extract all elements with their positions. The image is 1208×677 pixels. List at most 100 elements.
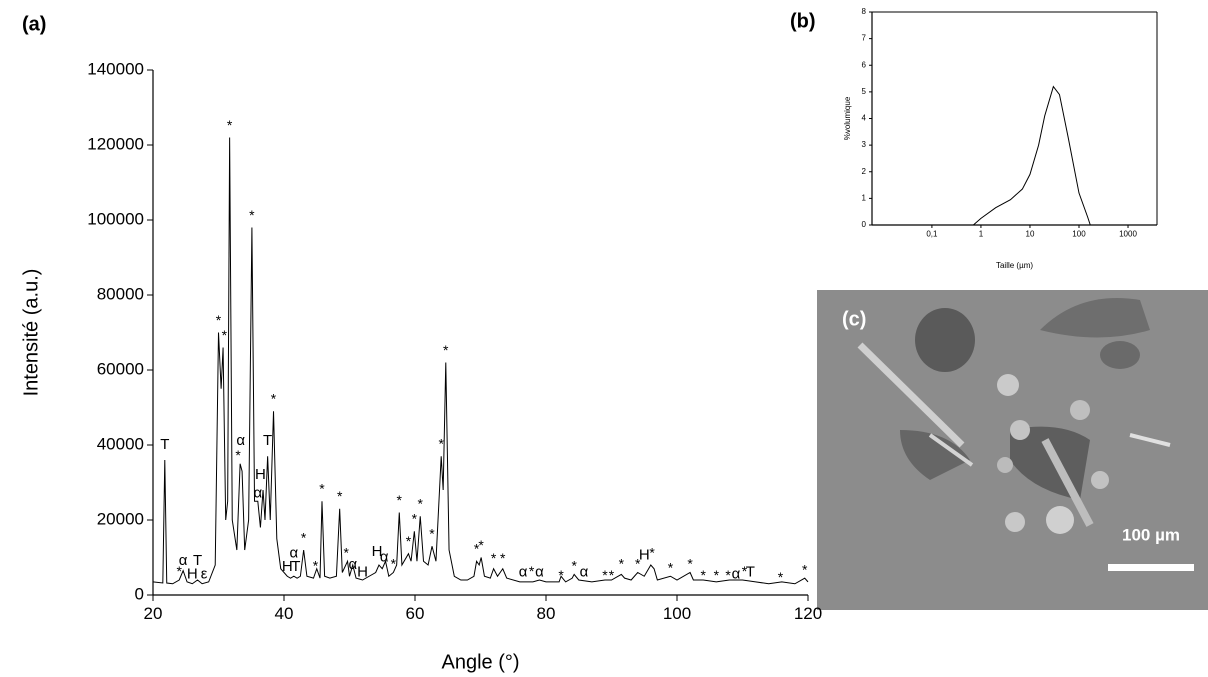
peak-annotation: * <box>443 342 449 358</box>
peak-annotation: α <box>348 556 357 573</box>
peak-annotation: * <box>301 529 307 545</box>
peak-annotation: * <box>478 537 484 553</box>
y-tick-label: 120000 <box>87 134 144 153</box>
fiber <box>1041 438 1094 527</box>
peak-annotation: * <box>602 567 608 583</box>
peak-annotation: * <box>319 481 325 497</box>
data-line <box>872 85 1157 226</box>
peak-annotation: * <box>216 312 222 328</box>
peak-annotation: H <box>357 563 368 580</box>
y-tick-label: 20000 <box>97 509 144 528</box>
peak-annotation: α <box>236 432 245 449</box>
x-tick-label: 1 <box>979 230 984 239</box>
peak-annotation: T <box>263 432 272 449</box>
x-tick-label: 20 <box>144 604 163 623</box>
peak-annotation: H <box>372 543 383 560</box>
peak-annotation: H <box>255 466 266 483</box>
peak-annotation: * <box>529 563 535 579</box>
peak-annotation: * <box>271 391 277 407</box>
y-tick-label: 6 <box>862 60 867 69</box>
x-tick-label: 1000 <box>1119 230 1137 239</box>
data-line <box>152 137 809 585</box>
peak-annotation: * <box>249 207 255 223</box>
y-axis-label: Intensité (a.u.) <box>20 269 42 397</box>
x-tick-label: 60 <box>406 604 425 623</box>
y-tick-label: 60000 <box>97 359 144 378</box>
scale-bar <box>1108 564 1194 571</box>
peak-annotation: * <box>235 447 241 463</box>
peak-annotation: * <box>687 556 693 572</box>
peak-annotation: α <box>179 552 188 569</box>
particle <box>1046 506 1074 534</box>
y-tick-label: 0 <box>135 584 144 603</box>
peak-annotation: * <box>429 526 435 542</box>
y-tick-label: 4 <box>862 114 867 123</box>
pore <box>900 430 970 480</box>
fiber <box>928 433 974 467</box>
peak-annotation: * <box>619 556 625 572</box>
peak-annotation: * <box>571 558 577 574</box>
x-axis-label: Taille (µm) <box>996 261 1033 270</box>
peak-annotation: * <box>714 567 720 583</box>
peak-annotation: * <box>391 556 397 572</box>
peak-annotation: * <box>176 563 182 579</box>
panel-label: (c) <box>842 308 866 330</box>
peak-annotation: * <box>406 533 412 549</box>
peak-annotation: T <box>160 436 169 453</box>
peak-annotation: H <box>639 547 650 564</box>
peak-annotation: * <box>778 569 784 585</box>
peak-annotation: α <box>535 563 544 580</box>
y-tick-label: 2 <box>862 167 867 176</box>
peak-annotation: * <box>609 567 615 583</box>
peak-annotation: α <box>732 565 741 582</box>
particle <box>997 457 1013 473</box>
peak-annotation: * <box>491 550 497 566</box>
peak-annotation: * <box>802 561 808 577</box>
peak-annotation: * <box>558 567 564 583</box>
y-tick-label: 3 <box>862 140 867 149</box>
y-tick-label: 140000 <box>87 59 144 78</box>
peak-annotation: α <box>380 548 389 565</box>
pore <box>915 308 975 372</box>
x-tick-label: 120 <box>794 604 822 623</box>
particle <box>1005 512 1025 532</box>
peak-annotation: * <box>227 117 233 133</box>
peak-annotation: * <box>438 436 444 452</box>
peak-annotation: * <box>500 550 506 566</box>
peak-annotation: * <box>418 496 424 512</box>
particle <box>1070 400 1090 420</box>
particle <box>1091 471 1109 489</box>
peak-annotation: * <box>700 567 706 583</box>
peak-annotation: * <box>397 492 403 508</box>
sem-image: 100 µm (c) <box>817 290 1208 610</box>
x-axis-label: Angle (°) <box>441 651 519 673</box>
y-axis-label: %volumique <box>843 96 852 140</box>
panel-label: (b) <box>790 10 816 32</box>
x-tick-label: 0,1 <box>926 230 938 239</box>
particle <box>997 374 1019 396</box>
peak-annotation: * <box>474 541 480 557</box>
peak-annotation: T <box>746 563 755 580</box>
x-tick-label: 100 <box>663 604 691 623</box>
peak-annotation: α <box>253 485 262 502</box>
y-tick-label: 40000 <box>97 434 144 453</box>
fiber <box>1129 433 1171 447</box>
peak-annotation: α <box>289 545 298 562</box>
peak-annotation: H <box>187 565 198 582</box>
peak-annotation: * <box>343 544 349 560</box>
fiber <box>857 342 965 448</box>
x-tick-label: 40 <box>275 604 294 623</box>
peak-annotation: T <box>193 552 202 569</box>
peak-annotation: α <box>519 563 528 580</box>
peak-annotation: * <box>742 563 748 579</box>
peak-annotation: * <box>668 559 674 575</box>
y-tick-label: 7 <box>862 34 867 43</box>
peak-annotation: * <box>725 567 731 583</box>
y-tick-label: 5 <box>862 87 867 96</box>
peak-annotation: * <box>313 558 319 574</box>
peak-annotation: * <box>649 544 655 560</box>
y-tick-label: 8 <box>862 7 867 16</box>
peak-annotation: T <box>291 558 300 575</box>
